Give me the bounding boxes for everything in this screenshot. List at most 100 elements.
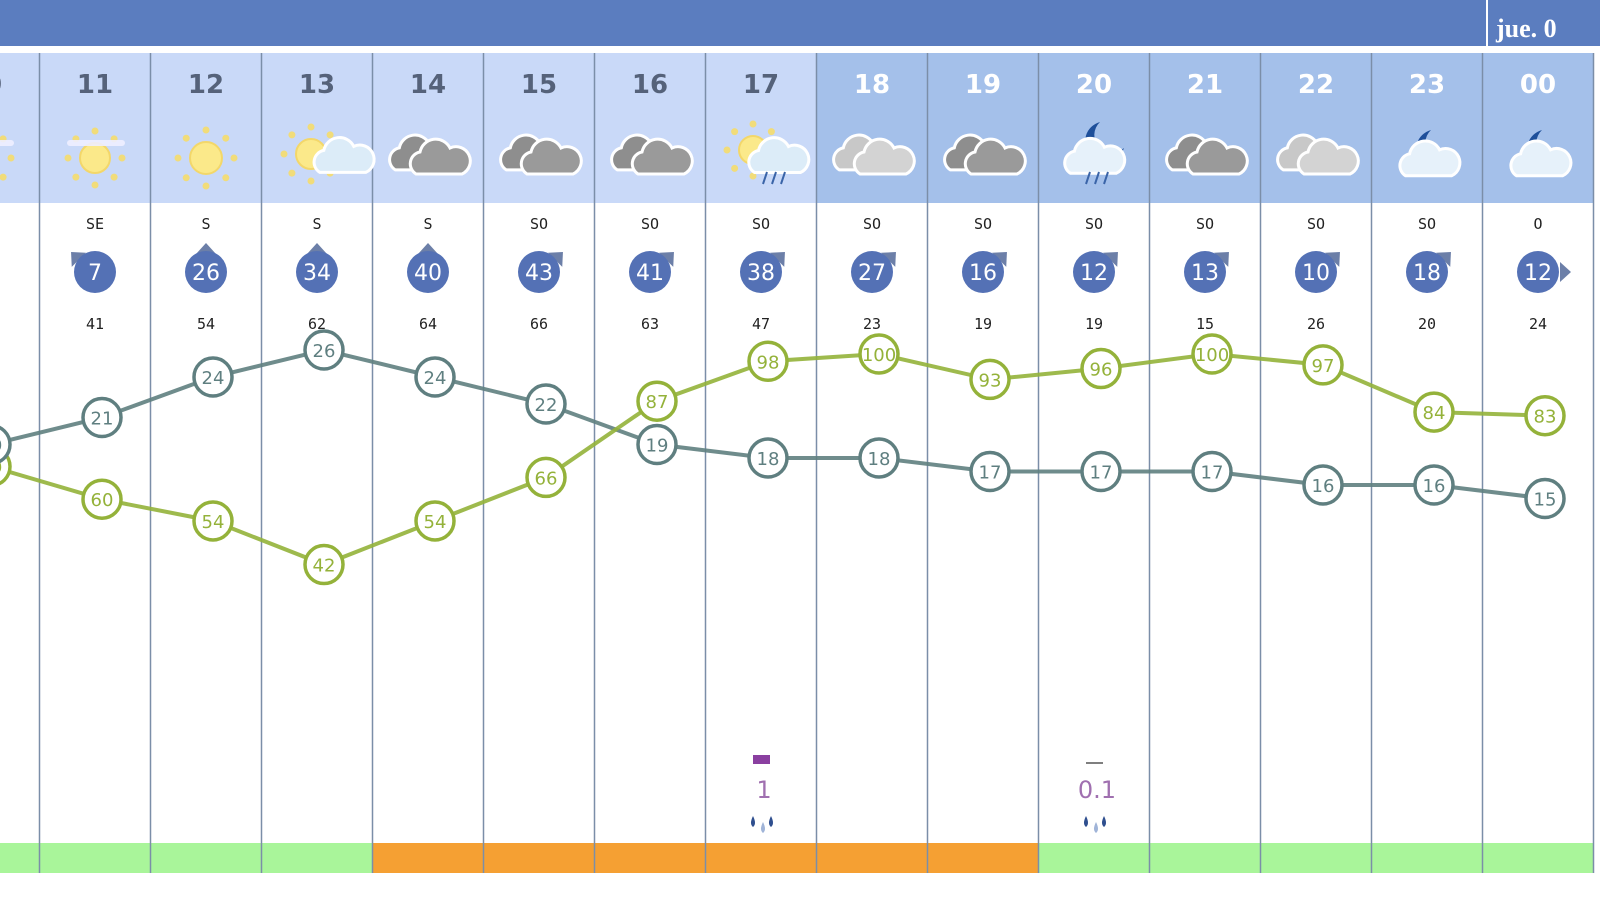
sun-ray bbox=[280, 150, 288, 158]
sun-ray bbox=[749, 172, 757, 180]
wind-speed-circle bbox=[1517, 251, 1559, 293]
rain-streak bbox=[762, 171, 768, 185]
header-cell bbox=[1260, 53, 1372, 203]
temperature-point bbox=[858, 437, 900, 479]
rain-streak bbox=[1094, 171, 1100, 185]
risk-band-cell bbox=[1371, 843, 1483, 873]
sun-ray bbox=[91, 181, 99, 189]
risk-band-cell bbox=[0, 843, 40, 873]
wind-speed-circle bbox=[518, 251, 560, 293]
sun-ray bbox=[230, 154, 238, 162]
wind-speed-value: 18 bbox=[1413, 261, 1441, 286]
hour-label: 15 bbox=[521, 70, 557, 100]
hour-label: 11 bbox=[77, 70, 113, 100]
wind-gust-value: 20 bbox=[1418, 315, 1436, 333]
moon-cloud-icon bbox=[1398, 130, 1462, 178]
humidity-point bbox=[1302, 344, 1344, 386]
cloud-shape bbox=[1185, 137, 1249, 176]
risk-band-cell bbox=[927, 843, 1039, 873]
temperature-point bbox=[1302, 464, 1344, 506]
header-cell bbox=[927, 53, 1039, 203]
rain-drops-icon bbox=[1084, 816, 1106, 833]
wind-gust-value: 54 bbox=[197, 315, 215, 333]
humidity-label: 66 bbox=[535, 468, 558, 489]
hour-label: 19 bbox=[965, 70, 1001, 100]
humidity-label: 87 bbox=[646, 392, 669, 413]
header-cell bbox=[261, 53, 373, 203]
wind-direction-label: S bbox=[201, 215, 210, 233]
temperature-label: 19 bbox=[0, 436, 2, 457]
header-cell bbox=[594, 53, 706, 203]
risk-band-cell bbox=[816, 843, 928, 873]
risk-band-cell bbox=[150, 843, 262, 873]
wind-arrow-icon bbox=[196, 243, 216, 254]
wind-speed-circle bbox=[1295, 251, 1337, 293]
sun-ray bbox=[91, 127, 99, 135]
humidity-point bbox=[969, 358, 1011, 401]
sun-ray bbox=[202, 126, 210, 134]
temperature-label: 16 bbox=[1312, 476, 1335, 497]
wind-speed-value: 16 bbox=[969, 261, 997, 286]
humidity-point bbox=[636, 380, 678, 422]
risk-band-cell bbox=[1038, 843, 1150, 873]
humidity-label: 83 bbox=[1534, 407, 1557, 428]
wind-direction-label: SE bbox=[86, 215, 104, 233]
sun-ray bbox=[767, 128, 775, 136]
humidity-point bbox=[414, 500, 456, 542]
rain-drop bbox=[761, 822, 765, 833]
humidity-label: 93 bbox=[979, 370, 1002, 391]
cloud-shape bbox=[963, 137, 1027, 176]
temperature-point bbox=[747, 437, 789, 479]
wind-speed-circle bbox=[962, 251, 1004, 293]
cloud-shape bbox=[1398, 139, 1462, 178]
humidity-label: 42 bbox=[313, 556, 336, 577]
cloud-shape bbox=[408, 137, 472, 176]
wind-gust-value: 47 bbox=[752, 315, 770, 333]
sun-ray bbox=[307, 123, 315, 131]
wind-speed-circle bbox=[407, 251, 449, 293]
temperature-label: 17 bbox=[979, 463, 1002, 484]
risk-band-cell bbox=[1260, 843, 1372, 873]
humidity-label: 96 bbox=[1090, 360, 1113, 381]
cloud-shape bbox=[312, 136, 376, 174]
rain-streak bbox=[771, 171, 777, 185]
temperature-point bbox=[1413, 464, 1455, 506]
temperature-point bbox=[636, 423, 678, 466]
cloud-shape bbox=[630, 137, 694, 176]
humidity-label: 69 bbox=[0, 458, 2, 479]
sun-haze-icon bbox=[64, 127, 126, 189]
risk-band-cell bbox=[483, 843, 595, 873]
wind-direction-label: SO bbox=[752, 215, 770, 233]
sun-ray bbox=[326, 131, 334, 139]
cloud-shape bbox=[852, 137, 916, 176]
cloud-shape bbox=[1296, 137, 1360, 176]
wind-speed-circle bbox=[1184, 251, 1226, 293]
header-cell bbox=[0, 53, 40, 203]
precipitation-value: 1 bbox=[756, 776, 771, 804]
wind-gust-value: 15 bbox=[1196, 315, 1214, 333]
temperature-point bbox=[414, 356, 456, 398]
sun-ray bbox=[118, 154, 126, 162]
temperature-point bbox=[192, 356, 234, 398]
rain-drop bbox=[1094, 822, 1098, 833]
humidity-point bbox=[747, 340, 789, 383]
wind-direction-label: SO bbox=[1085, 215, 1103, 233]
wind-gust-value: 62 bbox=[308, 315, 326, 333]
humidity-point bbox=[1524, 394, 1566, 437]
wind-speed-value: 13 bbox=[1191, 261, 1219, 286]
cloud-dark-icon bbox=[388, 133, 472, 176]
precipitation-value: 0.1 bbox=[1078, 776, 1116, 804]
wind-gust-value: 24 bbox=[1529, 315, 1547, 333]
sun-ray bbox=[723, 146, 731, 154]
header-cell bbox=[372, 53, 484, 203]
wind-direction-label: SO bbox=[641, 215, 659, 233]
wind-speed-value: 10 bbox=[1302, 261, 1330, 286]
temperature-point bbox=[525, 383, 567, 425]
humidity-label: 84 bbox=[1423, 403, 1446, 424]
wind-speed-circle bbox=[74, 251, 116, 293]
temperature-label: 18 bbox=[868, 449, 891, 470]
humidity-point bbox=[1191, 333, 1233, 375]
risk-band-cell bbox=[39, 843, 151, 873]
header-cell bbox=[1482, 53, 1594, 203]
